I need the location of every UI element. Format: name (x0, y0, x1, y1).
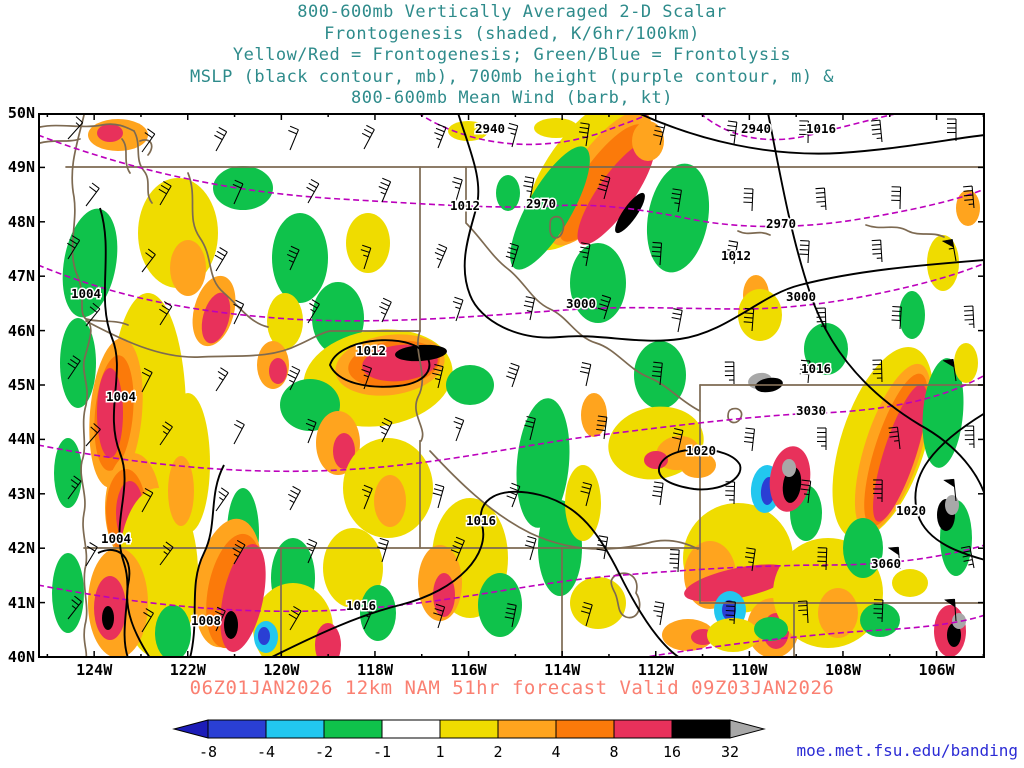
contour-label: 1012 (721, 248, 751, 263)
contour-label: 1020 (686, 443, 716, 458)
lat-label: 48N (7, 212, 35, 231)
title-line-4: MSLP (black contour, mb), 700mb height (… (189, 66, 835, 87)
contour-label: 2970 (766, 216, 796, 231)
contour-label: 1016 (806, 121, 836, 136)
colorbar-tick-label: -4 (257, 743, 275, 761)
colorbar-svg: -8 -4 -2 -1 1 2 4 8 16 32 (172, 719, 766, 761)
contour-label: 1020 (896, 503, 926, 518)
colorbar-tick-label: -8 (199, 743, 217, 761)
colorbar-segment (439, 719, 499, 739)
contour-label: 1004 (71, 286, 101, 301)
lat-label: 49N (7, 158, 35, 177)
title-line-3: Yellow/Red = Frontogenesis; Green/Blue =… (232, 45, 792, 65)
lat-label: 44N (7, 430, 35, 449)
lat-label: 46N (7, 321, 35, 340)
map-frame: 2940 2940 1016 1012 2970 2970 1012 3000 3000 1004… (38, 112, 985, 658)
colorbar-tick-label: -2 (315, 743, 333, 761)
colorbar-tick-label: 16 (663, 743, 681, 761)
colorbar-tick-label: 1 (435, 743, 444, 761)
contour-label: 1016 (466, 513, 496, 528)
colorbar-tick-label: 8 (609, 743, 618, 761)
contour-label: 2940 (741, 121, 771, 136)
contour-labels: 2940 2940 1016 1012 2970 2970 1012 3000 3000 1004… (69, 120, 927, 630)
contour-label: 3030 (796, 403, 826, 418)
colorbar-segment (381, 719, 441, 739)
plot-title: 800-600mb Vertically Averaged 2-D Scalar… (0, 2, 1024, 110)
title-line-1: 800-600mb Vertically Averaged 2-D Scalar (297, 2, 727, 22)
colorbar-segment (497, 719, 557, 739)
wind-barbs (66, 116, 975, 633)
contour-label: 2970 (526, 196, 556, 211)
colorbar-tick-label: 32 (721, 743, 739, 761)
colorbar-right-arrow (729, 719, 766, 739)
contour-label: 1008 (191, 613, 221, 628)
lat-label: 41N (7, 593, 35, 612)
title-line-5: 800-600mb Mean Wind (barb, kt) (350, 88, 674, 108)
colorbar-segment (207, 719, 267, 739)
contour-label: 2940 (475, 121, 505, 136)
contour-label: 1004 (106, 389, 136, 404)
forecast-valid-text: 06Z01JAN2026 12km NAM 51hr forecast Vali… (189, 677, 835, 699)
contour-label: 1012 (356, 343, 386, 358)
lat-label: 40N (7, 648, 35, 666)
contour-label: 3000 (566, 296, 596, 311)
lat-label: 43N (7, 484, 35, 503)
state-borders (39, 114, 985, 658)
contour-label: 1016 (346, 598, 376, 613)
shaded-field (52, 113, 980, 658)
contour-label: 3060 (871, 556, 901, 571)
lat-label: 47N (7, 267, 35, 286)
colorbar-tick-label: -1 (373, 743, 391, 761)
colorbar-left-arrow (172, 719, 209, 739)
title-line-2: Frontogenesis (shaded, K/6hr/100km) (324, 23, 700, 44)
contour-label: 1016 (801, 361, 831, 376)
colorbar-tick-label: 2 (493, 743, 502, 761)
colorbar-tick-label: 4 (551, 743, 560, 761)
colorbar-segment (613, 719, 673, 739)
colorbar-segment (555, 719, 615, 739)
contour-label: 3000 (786, 289, 816, 304)
colorbar-segment (671, 719, 731, 739)
map-plot-svg: 2940 2940 1016 1012 2970 2970 1012 3000 3000 1004… (38, 112, 985, 658)
lat-label: 45N (7, 376, 35, 394)
contour-label: 1004 (101, 531, 131, 546)
contour-label: 1012 (450, 198, 480, 213)
colorbar-segment (323, 719, 383, 739)
credit-link[interactable]: moe.met.fsu.edu/banding (796, 741, 1018, 760)
lat-label: 42N (7, 539, 35, 558)
colorbar-segment (265, 719, 325, 739)
